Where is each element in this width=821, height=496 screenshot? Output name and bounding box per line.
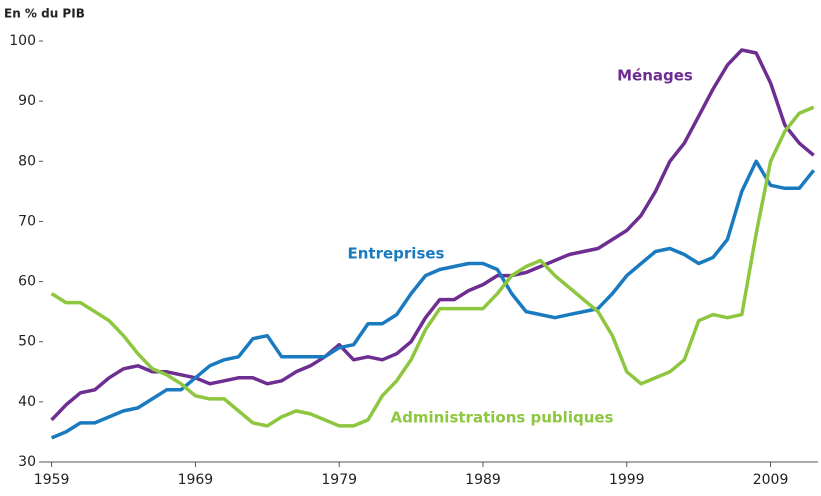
x-tick-label: 1989: [465, 472, 501, 488]
y-tick-label: 80: [18, 153, 36, 169]
y-tick-label: 90: [18, 93, 36, 109]
chart-title: En % du PIB: [4, 7, 85, 21]
y-tick-label: 60: [18, 274, 36, 290]
y-tick-label: 40: [18, 394, 36, 410]
y-tick-label: 30: [18, 454, 36, 470]
x-tick-label: 1999: [609, 472, 645, 488]
x-tick-label: 2009: [753, 472, 789, 488]
x-tick-label: 1959: [34, 472, 70, 488]
series-line: [50, 159, 816, 440]
series-label: Entreprises: [348, 245, 445, 263]
y-tick-label: 50: [18, 334, 36, 350]
series-line: [50, 48, 815, 422]
y-tick-label: 100: [9, 33, 36, 49]
series-label: Administrations publiques: [391, 409, 614, 427]
series-line: [50, 105, 815, 428]
series-label: Ménages: [617, 67, 693, 85]
x-tick-label: 1969: [178, 472, 214, 488]
x-tick-label: 1979: [321, 472, 357, 488]
y-tick-label: 70: [18, 213, 36, 229]
